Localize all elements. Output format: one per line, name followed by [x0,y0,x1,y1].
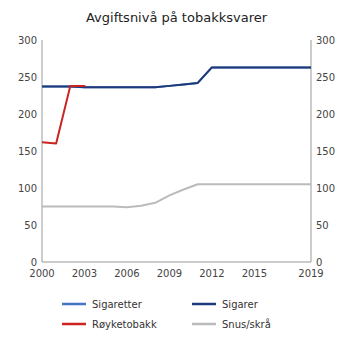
y2-tick-label: 50 [316,220,329,231]
legend-label: Snus/skrå [222,318,271,330]
y2-axis [311,40,312,262]
x-axis [42,262,311,263]
y2-tick-label: 200 [316,109,335,120]
legend-swatch [62,323,86,326]
legend-label: Røyketobakk [92,319,157,330]
plot-area [42,67,311,207]
y-tick-label: 0 [31,257,37,268]
legend-swatch [192,323,216,326]
y2-tick-label: 300 [316,35,335,46]
x-tick-label: 2015 [242,268,267,279]
title: Avgiftsnivå på tobakksvarer [86,10,268,25]
y-tick-label: 250 [18,72,37,83]
line [42,184,311,207]
legend-label: Sigaretter [92,299,143,310]
x-tick-label: 2009 [157,268,182,279]
y2-tick-label: 100 [316,183,335,194]
legend: Sigaretter Sigarer Røyketobakk Snus/skrå [62,299,271,330]
x-tick-label: 2003 [72,268,97,279]
legend-swatch [192,303,216,306]
y2-tick-label: 0 [316,257,322,268]
legend-label: Sigarer [222,299,259,310]
y-tick-label: 150 [18,146,37,157]
y-tick-label: 200 [18,109,37,120]
chart: Avgiftsnivå på tobakksvarer 0 50 100 150 200 2… [0,0,353,353]
y2-tick-label: 150 [316,146,335,157]
x-tick-label: 2000 [29,268,54,279]
x-tick-label: 2006 [114,268,139,279]
legend-swatch [62,303,86,306]
line [42,67,311,87]
line [42,67,311,87]
x-tick-label: 2019 [298,268,323,279]
y-axis [42,40,43,262]
line [42,86,84,144]
y-tick-label: 100 [18,183,37,194]
x-tick-label: 2012 [199,268,224,279]
y-tick-label: 50 [24,220,37,231]
y2-tick-label: 250 [316,72,335,83]
y-tick-label: 300 [18,35,37,46]
